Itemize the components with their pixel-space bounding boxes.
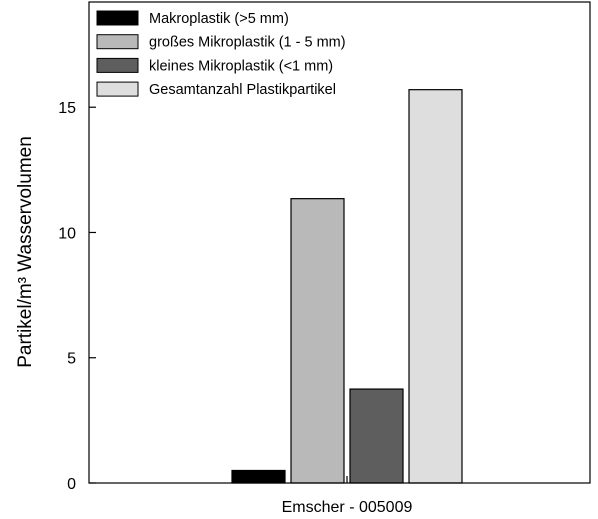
- legend-label-1: Makroplastik (>5 mm): [149, 11, 289, 27]
- bar-series-1: [231, 469, 286, 484]
- bar-series-4: [408, 89, 463, 484]
- bar-series-2: [290, 198, 345, 484]
- legend-swatch-3: [96, 57, 139, 73]
- y-tick-label: 0: [67, 476, 76, 493]
- bar-series-3: [349, 388, 404, 484]
- legend-swatch-2: [96, 34, 139, 50]
- x-category-label: Emscher - 005009: [282, 499, 413, 516]
- y-tick-label: 10: [58, 225, 76, 242]
- y-tick-label: 15: [58, 100, 76, 117]
- legend-swatch-1: [96, 10, 139, 26]
- legend-label-2: großes Mikroplastik (1 - 5 mm): [149, 35, 346, 51]
- bars-group: [231, 89, 463, 484]
- y-axis-title: Partikel/m³ Wasservolumen: [15, 136, 36, 368]
- legend-swatch-4: [96, 81, 139, 97]
- legend: Makroplastik (>5 mm) großes Mikroplastik …: [96, 10, 346, 98]
- legend-label-3: kleines Mikroplastik (<1 mm): [149, 58, 333, 74]
- y-tick-label: 5: [67, 351, 76, 368]
- legend-label-4: Gesamtanzahl Plastikpartikel: [149, 82, 336, 98]
- plot-frame: [88, 1, 591, 484]
- y-axis: 0 5 10 15: [58, 100, 96, 493]
- x-axis: Emscher - 005009: [282, 476, 413, 516]
